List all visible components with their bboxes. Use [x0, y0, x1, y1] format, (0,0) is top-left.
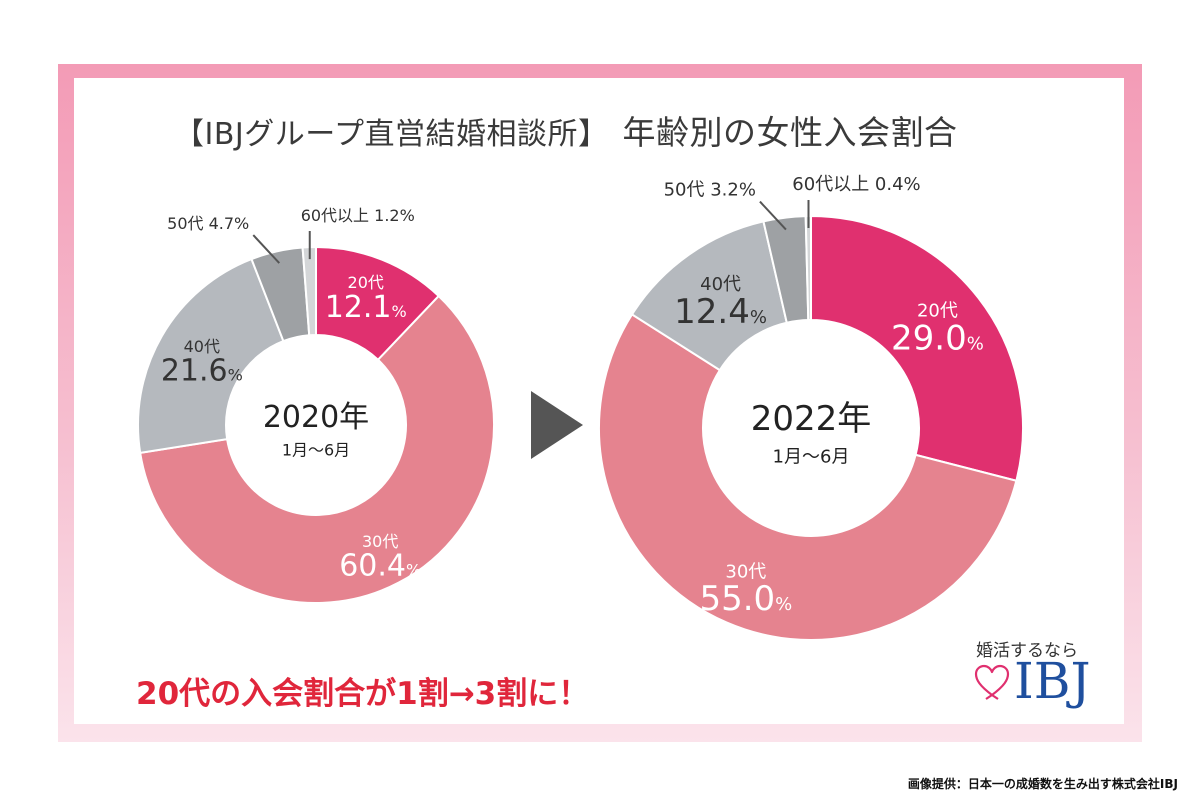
- logo-tagline: 婚活するなら: [976, 641, 1078, 661]
- outer-label-60s: 60代以上 1.2%: [301, 206, 415, 225]
- headline-text: 20代の入会割合が1割→3割に！: [136, 676, 590, 712]
- outer-label-50s: 50代 4.7%: [167, 214, 249, 233]
- slice-label-20s: 20代: [917, 301, 958, 322]
- slice-label-20s: 20代: [348, 273, 384, 292]
- center-period-label: 1月～6月: [773, 446, 850, 467]
- slice-value-20s: 29.0%: [891, 318, 984, 358]
- slice-60s: [301, 245, 317, 337]
- slice-20s: [810, 214, 1024, 482]
- center-period-label: 1月～6月: [282, 441, 350, 460]
- slice-60s: [804, 214, 812, 322]
- outer-label-50s: 50代 3.2%: [664, 180, 756, 201]
- pink-frame: 【IBJグループ直営結婚相談所】 年齢別の女性入会割合 20代 12.1% 30代 60…: [58, 64, 1142, 742]
- slice-value-30s: 55.0%: [699, 579, 792, 619]
- slice-label-40s: 40代: [700, 274, 741, 295]
- center-year-label: 2020年: [263, 400, 369, 435]
- center-year-label: 2022年: [751, 399, 872, 439]
- outer-label-60s: 60代以上 0.4%: [792, 174, 920, 195]
- leader-line-50s: [759, 200, 787, 231]
- slice-value-30s: 60.4%: [339, 549, 421, 584]
- chart-panel: 【IBJグループ直営結婚相談所】 年齢別の女性入会割合 20代 12.1% 30代 60…: [74, 78, 1124, 724]
- image-credit: 画像提供：日本一の成婚数を生み出す株式会社IBJ: [907, 777, 1178, 791]
- play-arrow-icon: [531, 391, 583, 459]
- title-prefix: 【IBJグループ直営結婚相談所】: [174, 117, 609, 152]
- infographic-title: 【IBJグループ直営結婚相談所】 年齢別の女性入会割合: [174, 106, 1034, 154]
- slice-label-30s: 30代: [725, 561, 766, 582]
- heart-icon: [974, 664, 1010, 700]
- slice-value-40s: 12.4%: [674, 292, 767, 332]
- slice-30s: [598, 313, 1018, 641]
- logo-wordmark: IBJ: [1014, 652, 1091, 710]
- slice-30s: [139, 294, 495, 604]
- slice-40s: [137, 257, 285, 454]
- ibj-logo: 婚活するなら IBJ: [962, 626, 1112, 726]
- slice-label-30s: 30代: [362, 532, 398, 551]
- slice-value-40s: 21.6%: [161, 354, 243, 389]
- leader-line-50s: [252, 234, 281, 264]
- slice-label-40s: 40代: [184, 337, 220, 356]
- slice-value-20s: 12.1%: [325, 290, 407, 325]
- title-main: 年齢別の女性入会割合: [622, 113, 958, 152]
